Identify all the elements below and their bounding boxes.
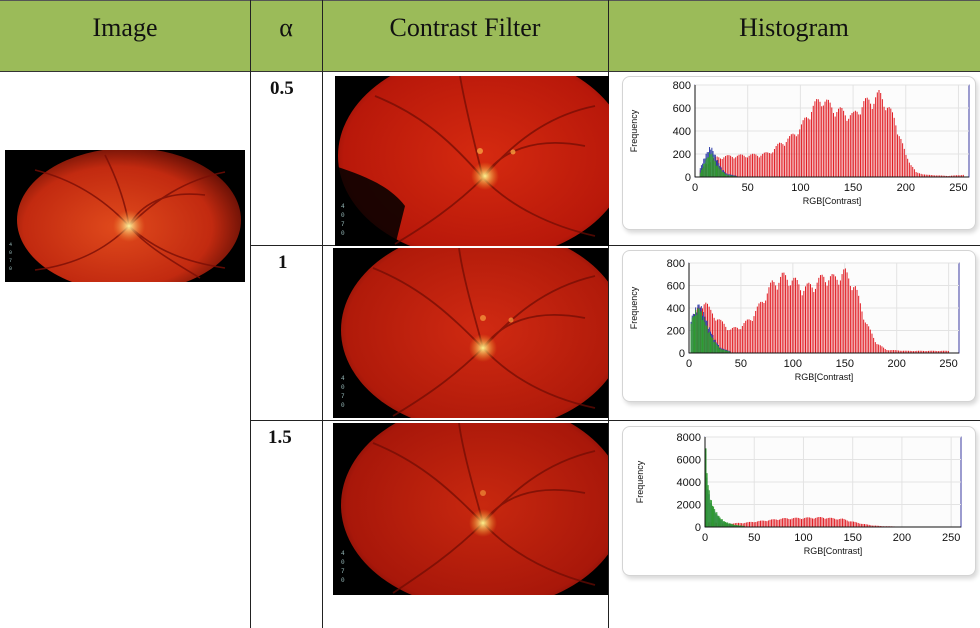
y-tick-label: 0 [685,172,691,184]
svg-text:0: 0 [341,577,345,584]
histogram-alpha-1-5: 0 50 100 150 200 250 0 2000 4000 6000 8000 RGB[Cont… [622,426,976,576]
x-tick-label: 0 [686,358,692,370]
svg-text:4: 4 [341,203,345,210]
header-alpha: α [279,13,293,42]
original-retina-image: 4 0 7 0 [5,150,245,282]
x-axis-label: RGB[Contrast] [795,372,854,382]
x-tick-label: 150 [836,358,854,370]
svg-text:0: 0 [341,212,345,219]
y-axis-label: Frequency [629,109,639,152]
grid-line [250,0,251,628]
grid-line [608,0,609,628]
x-tick-label: 50 [742,182,754,194]
svg-text:7: 7 [341,393,345,400]
header-image: Image [92,13,158,42]
grid-line [250,245,980,246]
y-tick-label: 0 [679,348,685,360]
x-tick-label: 50 [735,358,747,370]
svg-text:4: 4 [341,375,345,382]
svg-text:4: 4 [9,242,12,248]
histogram-chart: 0 50 100 150 200 250 0 2000 4000 6000 8000 RGB[Cont… [635,432,962,556]
y-tick-label: 800 [667,258,685,270]
y-tick-label: 2000 [677,500,701,512]
y-axis-label: Frequency [635,460,645,503]
x-tick-label: 250 [942,532,960,544]
table-header: Image α Contrast Filter Histogram [0,0,980,72]
grid-line [322,0,323,628]
x-tick-label: 200 [893,532,911,544]
grid-line [250,420,980,421]
x-tick-label: 0 [702,532,708,544]
x-axis-label: RGB[Contrast] [803,196,862,206]
contrast-image-alpha-1-5: 4 0 7 0 [333,423,608,595]
histogram-alpha-1: 0 50 100 150 200 250 0 200 400 600 800 RGB[Contrast… [622,250,976,402]
svg-text:7: 7 [341,221,345,228]
y-tick-label: 4000 [677,477,701,489]
y-tick-label: 800 [673,80,691,92]
x-tick-label: 0 [692,182,698,194]
contrast-image-alpha-0-5: 4 0 7 0 [335,76,609,246]
y-tick-label: 600 [667,281,685,293]
svg-text:0: 0 [9,250,12,256]
x-tick-label: 100 [794,532,812,544]
header-contrast-filter: Contrast Filter [389,13,541,42]
svg-text:0: 0 [9,266,12,272]
x-tick-label: 150 [844,182,862,194]
svg-text:0: 0 [341,384,345,391]
y-tick-label: 600 [673,103,691,115]
x-tick-label: 100 [791,182,809,194]
y-tick-label: 0 [695,522,701,534]
histogram-alpha-0-5: 0 50 100 150 200 250 0 200 400 600 800 RGB[Contrast… [622,76,976,230]
histogram-chart: 0 50 100 150 200 250 0 200 400 600 800 RGB[Contrast… [629,80,970,206]
histogram-chart: 0 50 100 150 200 250 0 200 400 600 800 RGB[Contrast… [629,258,960,382]
y-tick-label: 200 [673,149,691,161]
x-tick-label: 100 [784,358,802,370]
x-tick-label: 50 [748,532,760,544]
alpha-value-row-3: 1.5 [268,427,292,448]
svg-text:7: 7 [9,258,12,264]
y-tick-label: 400 [673,126,691,138]
svg-text:7: 7 [341,568,345,575]
svg-text:0: 0 [341,402,345,409]
y-tick-label: 400 [667,303,685,315]
x-tick-label: 200 [888,358,906,370]
alpha-value-row-2: 1 [278,252,288,273]
x-tick-label: 250 [939,358,957,370]
y-tick-label: 200 [667,326,685,338]
svg-text:0: 0 [341,230,345,237]
y-tick-label: 8000 [677,432,701,444]
y-tick-label: 6000 [677,455,701,467]
y-axis-label: Frequency [629,286,639,329]
contrast-image-alpha-1: 4 0 7 0 [333,248,608,418]
svg-text:4: 4 [341,550,345,557]
x-axis-label: RGB[Contrast] [804,546,863,556]
x-tick-label: 200 [897,182,915,194]
svg-text:0: 0 [341,559,345,566]
x-tick-label: 150 [844,532,862,544]
header-histogram: Histogram [739,13,849,42]
x-tick-label: 250 [949,182,967,194]
alpha-value-row-1: 0.5 [270,78,294,99]
